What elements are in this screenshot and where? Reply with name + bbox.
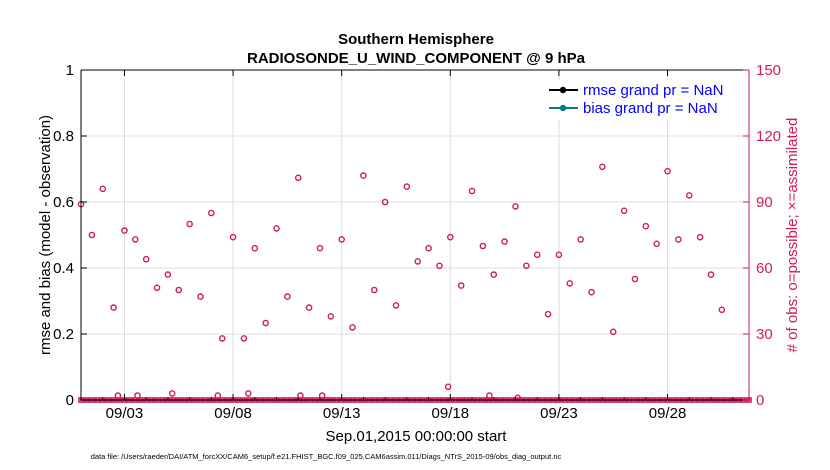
- obs-possible-point: [229, 233, 237, 241]
- ticks: 09/03 09/08 09/13 09/18 09/23 09/28 0 0.2 0.4 0.6…: [53, 62, 781, 422]
- x-tick-label: 09/13: [323, 405, 361, 422]
- x-axis-label: Sep.01,2015 00:00:00 start: [326, 428, 508, 445]
- obs-possible-point: [664, 167, 671, 175]
- obs-possible-point: [316, 244, 324, 252]
- y-right-tick-label: 120: [756, 128, 781, 145]
- obs-possible-point: [175, 286, 183, 294]
- obs-possible-point: [88, 231, 96, 239]
- x-tick-label: 09/08: [214, 405, 252, 422]
- obs-possible-point: [631, 275, 639, 283]
- obs-possible-point: [392, 302, 400, 309]
- obs-possible-point: [523, 262, 530, 270]
- obs-possible-point: [501, 238, 508, 245]
- x-tick-label: 09/23: [540, 405, 578, 422]
- plot-area: [81, 70, 749, 400]
- obs-near-zero-point: [444, 383, 452, 391]
- obs-possible-point: [273, 225, 280, 232]
- x-tick-label: 09/18: [432, 405, 470, 422]
- obs-possible-point: [327, 313, 335, 320]
- obs-possible-point: [479, 242, 487, 250]
- obs-possible-point: [490, 271, 498, 278]
- obs-possible-point: [142, 255, 150, 263]
- y-right-axis-label: # of obs: o=possible; ×=assimilated: [784, 118, 801, 353]
- obs-possible-point: [544, 310, 552, 318]
- obs-possible-point: [588, 288, 595, 296]
- obs-possible-point: [533, 251, 541, 259]
- y-right-tick-label: 30: [756, 326, 773, 343]
- obs-possible-point: [110, 304, 117, 311]
- obs-possible-point: [414, 258, 422, 265]
- obs-possible-point: [642, 222, 650, 230]
- obs-possible-point: [381, 198, 389, 206]
- obs-possible-point: [675, 236, 682, 243]
- y-left-axis-label: rmse and bias (model - observation): [37, 115, 54, 355]
- obs-possible-point: [653, 240, 660, 248]
- legend-rmse-marker: [559, 86, 567, 94]
- legend: rmse grand pr = NaN bias grand pr = NaN: [540, 80, 743, 120]
- chart-title: Southern Hemisphere: [338, 31, 494, 48]
- x-tick-label: 09/03: [106, 405, 144, 422]
- y-left-tick-label: 0: [66, 392, 74, 409]
- obs-possible-point: [436, 262, 443, 270]
- obs-possible-point: [403, 183, 411, 190]
- obs-possible-point: [457, 282, 465, 289]
- obs-possible-point: [447, 233, 454, 241]
- y-left-tick-label: 1: [66, 62, 74, 79]
- legend-bias-marker: [559, 104, 567, 112]
- obs-possible-point: [718, 306, 726, 314]
- obs-possible-point: [370, 286, 378, 294]
- obs-possible-point: [707, 271, 715, 278]
- obs-possible-point: [468, 187, 476, 195]
- y-right-tick-label: 150: [756, 62, 781, 79]
- obs-possible-point: [566, 280, 574, 287]
- legend-bias-label: bias grand pr = NaN: [583, 100, 718, 117]
- x-tick-label: 09/28: [649, 405, 687, 422]
- obs-possible-point: [197, 293, 204, 300]
- obs-possible-point: [360, 172, 367, 179]
- chart-subtitle: RADIOSONDE_U_WIND_COMPONENT @ 9 hPa: [247, 50, 586, 67]
- obs-possible-point: [425, 244, 432, 252]
- obs-possible-point: [208, 209, 215, 217]
- y-left-tick-label: 0.4: [53, 260, 74, 277]
- obs-possible-point: [338, 236, 345, 243]
- obs-possible-point: [99, 185, 107, 193]
- y-right-tick-label: 60: [756, 260, 773, 277]
- obs-near-zero-point: [244, 390, 252, 397]
- y-left-tick-label: 0.2: [53, 326, 74, 343]
- obs-possible-point: [251, 244, 259, 252]
- y-right-tick-label: 90: [756, 194, 773, 211]
- obs-possible-point: [599, 163, 606, 171]
- obs-possible-point: [284, 293, 291, 300]
- obs-possible-point: [121, 227, 128, 234]
- obs-possible-point: [512, 203, 519, 210]
- obs-possible-point: [305, 304, 313, 311]
- obs-possible-point: [349, 324, 356, 331]
- obs-possible-point: [696, 233, 704, 241]
- obs-possible-point: [186, 220, 193, 228]
- y-right-tick-label: 0: [756, 392, 764, 409]
- obs-possible-point: [555, 251, 563, 259]
- obs-possible-point: [132, 236, 139, 243]
- obs-possible-point: [294, 174, 302, 182]
- obs-possible-point: [262, 319, 269, 327]
- obs-possible-point: [218, 335, 226, 342]
- data-file-footer: data file: /Users/raeder/DAI/ATM_forcXX/…: [91, 452, 562, 461]
- legend-rmse-label: rmse grand pr = NaN: [583, 82, 723, 99]
- obs-possible-point: [609, 328, 617, 336]
- obs-possible-point: [240, 335, 248, 342]
- y-left-tick-label: 0.6: [53, 194, 74, 211]
- obs-possible-point: [620, 207, 628, 215]
- obs-possible-point: [153, 284, 161, 292]
- obs-possible-point: [685, 192, 693, 199]
- legend-box: [540, 80, 743, 120]
- obs-possible-point: [164, 271, 172, 278]
- y-left-tick-label: 0.8: [53, 128, 74, 145]
- obs-near-zero-point: [168, 390, 176, 397]
- obs-possible-point: [577, 236, 584, 243]
